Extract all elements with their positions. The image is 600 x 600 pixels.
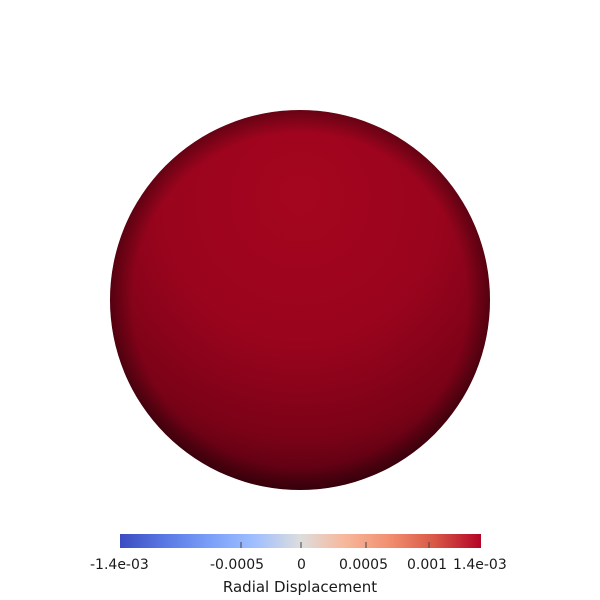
colorbar-tick-label: -0.0005 xyxy=(210,557,265,573)
colorbar-tick-label: 0.0005 xyxy=(339,557,388,573)
colorbar-title: Radial Displacement xyxy=(222,578,378,596)
sphere-rim-shadow xyxy=(110,110,490,490)
colorbar-tick-label: 0.001 xyxy=(407,557,448,573)
colorbar-min-label: -1.4e-03 xyxy=(90,557,149,573)
colorbar xyxy=(120,534,481,548)
colorbar-gradient xyxy=(120,534,481,548)
colorbar-max-label: 1.4e-03 xyxy=(453,557,507,573)
colorbar-tick-label: 0 xyxy=(297,557,306,573)
